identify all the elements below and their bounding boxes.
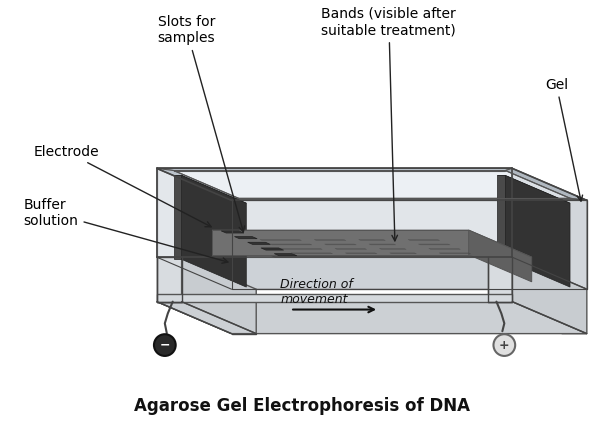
Text: Bands (visible after
suitable treatment): Bands (visible after suitable treatment) (321, 7, 456, 241)
Polygon shape (232, 200, 587, 289)
Polygon shape (512, 257, 587, 334)
Polygon shape (157, 302, 232, 334)
Polygon shape (247, 242, 270, 245)
Polygon shape (261, 248, 284, 250)
Polygon shape (157, 168, 587, 200)
Polygon shape (335, 248, 367, 249)
Polygon shape (512, 168, 587, 289)
Polygon shape (232, 198, 587, 200)
Polygon shape (469, 230, 532, 282)
Polygon shape (270, 244, 312, 245)
Polygon shape (505, 168, 587, 200)
Polygon shape (157, 257, 587, 289)
Polygon shape (488, 257, 512, 302)
Polygon shape (157, 168, 512, 257)
Polygon shape (497, 176, 505, 259)
Text: +: + (499, 339, 509, 351)
Polygon shape (359, 239, 385, 240)
Polygon shape (157, 168, 512, 170)
Polygon shape (314, 239, 346, 240)
Polygon shape (174, 176, 246, 203)
Polygon shape (157, 302, 587, 334)
Polygon shape (379, 248, 406, 249)
Polygon shape (234, 236, 257, 239)
Polygon shape (157, 168, 232, 289)
Polygon shape (325, 244, 356, 245)
Polygon shape (439, 253, 471, 254)
Polygon shape (221, 231, 244, 233)
Text: Slots for
samples: Slots for samples (158, 15, 244, 232)
Polygon shape (212, 230, 532, 257)
Polygon shape (174, 176, 182, 259)
Text: Electrode: Electrode (33, 145, 211, 227)
Polygon shape (281, 248, 322, 249)
Polygon shape (429, 248, 460, 249)
Polygon shape (274, 253, 297, 256)
Text: Direction of
movement: Direction of movement (280, 278, 353, 305)
Polygon shape (369, 244, 396, 245)
Polygon shape (182, 176, 246, 287)
Polygon shape (157, 257, 181, 302)
Polygon shape (157, 168, 238, 200)
Polygon shape (408, 239, 440, 240)
Polygon shape (505, 176, 570, 287)
Circle shape (154, 334, 175, 356)
Text: Agarose Gel Electrophoresis of DNA: Agarose Gel Electrophoresis of DNA (134, 397, 470, 415)
Polygon shape (390, 253, 416, 254)
Text: Gel: Gel (544, 78, 583, 201)
Polygon shape (488, 302, 587, 334)
Polygon shape (419, 244, 450, 245)
Polygon shape (157, 294, 512, 302)
Polygon shape (212, 230, 469, 255)
Text: Buffer
solution: Buffer solution (24, 198, 228, 263)
Polygon shape (291, 253, 333, 254)
Polygon shape (260, 239, 301, 240)
Polygon shape (157, 302, 256, 334)
Polygon shape (497, 176, 570, 203)
Polygon shape (182, 257, 256, 334)
Text: −: − (160, 339, 170, 351)
Polygon shape (345, 253, 377, 254)
Polygon shape (157, 257, 181, 302)
Circle shape (494, 334, 515, 356)
